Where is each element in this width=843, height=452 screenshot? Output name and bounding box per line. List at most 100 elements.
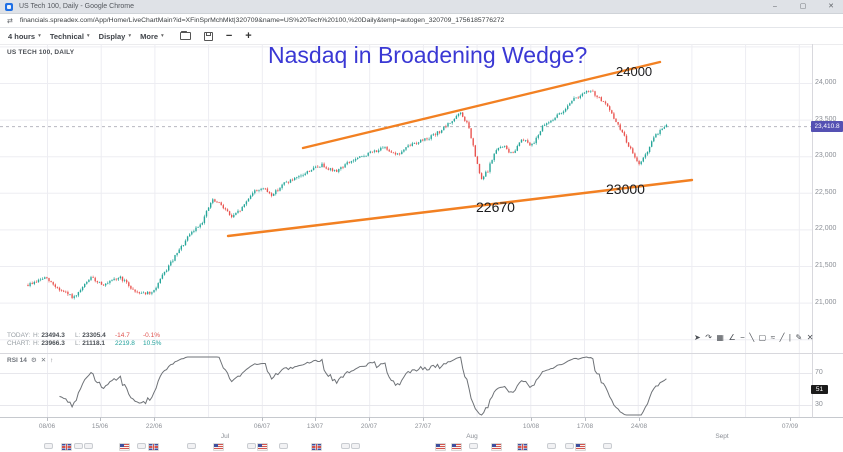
gear-icon[interactable]: ⚙ bbox=[30, 357, 37, 364]
text-tool-icon[interactable]: ≈ bbox=[770, 333, 776, 342]
chevron-down-icon: ▾ bbox=[161, 33, 164, 39]
legend-row: CHART: H: 23966.3 L: 21118.1 2219.8 10.5% bbox=[7, 340, 161, 348]
price-axis-label: 22,500 bbox=[815, 188, 837, 196]
close-indicator-icon[interactable]: ✕ bbox=[40, 357, 47, 364]
us-flag-event-icon[interactable] bbox=[213, 443, 224, 451]
legend-row-name: CHART: bbox=[7, 340, 31, 347]
chevron-down-icon: ▾ bbox=[38, 33, 41, 39]
maximize-button[interactable]: ▢ bbox=[799, 3, 807, 10]
event-marker-icon[interactable] bbox=[565, 443, 574, 449]
event-marker-icon[interactable] bbox=[279, 443, 288, 449]
horizontal-line-tool-icon[interactable]: − bbox=[740, 333, 745, 342]
event-marker-icon[interactable] bbox=[603, 443, 612, 449]
x-axis-tick-label: 20/07 bbox=[360, 423, 378, 430]
price-annotation-22670[interactable]: 22670 bbox=[476, 199, 515, 215]
toolbar-menu-more[interactable]: More ▾ bbox=[140, 32, 164, 41]
minimize-button[interactable]: – bbox=[773, 3, 777, 10]
wedge-title-annotation[interactable]: Nasdaq in Broadening Wedge? bbox=[268, 42, 588, 68]
trend-tool-icon[interactable]: ∠ bbox=[728, 333, 736, 342]
x-axis-month-label: Aug bbox=[466, 433, 478, 440]
price-annotation-23000[interactable]: 23000 bbox=[606, 181, 645, 197]
event-marker-icon[interactable] bbox=[74, 443, 83, 449]
legend-low: L: 23305.4 bbox=[75, 332, 106, 339]
divider-icon: | bbox=[788, 333, 791, 342]
ray-tool-icon[interactable]: ╱ bbox=[779, 333, 785, 342]
rsi-indicator-header: RSI 14 ⚙ ✕ ↑ bbox=[7, 356, 54, 365]
open-chart-icon[interactable] bbox=[179, 30, 191, 40]
uk-flag-event-icon[interactable] bbox=[311, 443, 322, 451]
window-title: US Tech 100, Daily - Google Chrome bbox=[19, 3, 135, 10]
us-flag-event-icon[interactable] bbox=[575, 443, 586, 451]
cursor-tool-icon[interactable]: ➤ bbox=[694, 333, 701, 342]
save-chart-icon[interactable] bbox=[203, 31, 213, 41]
us-flag-event-icon[interactable] bbox=[435, 443, 446, 451]
url-bar: ⇄ financials.spreadex.com/App/Home/LiveC… bbox=[0, 14, 843, 28]
chevron-down-icon: ▾ bbox=[128, 33, 132, 39]
window-titlebar: US Tech 100, Daily - Google Chrome – ▢ ✕ bbox=[0, 0, 843, 14]
x-axis-tick-label: 07/09 bbox=[781, 423, 799, 430]
zoom-in-icon[interactable]: + bbox=[245, 30, 252, 42]
toolbar-menu-4-hours[interactable]: 4 hours ▾ bbox=[8, 32, 41, 41]
uk-flag-event-icon[interactable] bbox=[61, 443, 72, 451]
event-marker-icon[interactable] bbox=[84, 443, 93, 449]
uk-flag-event-icon[interactable] bbox=[148, 443, 159, 451]
x-axis-tick-label: 27/07 bbox=[414, 423, 432, 430]
close-button[interactable]: ✕ bbox=[828, 3, 834, 10]
x-axis-tick-label: 22/06 bbox=[145, 423, 163, 430]
price-axis-label: 22,000 bbox=[815, 225, 837, 233]
chevron-down-icon: ▾ bbox=[86, 33, 90, 39]
event-marker-icon[interactable] bbox=[187, 443, 196, 449]
x-axis-tick-label: 24/08 bbox=[630, 423, 648, 430]
toolbar-menu-label: 4 hours bbox=[8, 31, 36, 41]
x-axis-tick-label: 17/08 bbox=[576, 423, 594, 430]
us-flag-event-icon[interactable] bbox=[257, 443, 268, 451]
rsi-label: RSI 14 bbox=[7, 356, 27, 364]
legend-change: -14.7 bbox=[115, 332, 130, 339]
event-marker-icon[interactable] bbox=[341, 443, 350, 449]
event-marker-icon[interactable] bbox=[137, 443, 146, 449]
price-annotation-24000[interactable]: 24000 bbox=[616, 64, 653, 79]
us-flag-event-icon[interactable] bbox=[491, 443, 502, 451]
price-axis-label: 24,000 bbox=[815, 79, 837, 86]
site-favicon-icon bbox=[5, 2, 13, 11]
rectangle-tool-icon[interactable]: ▢ bbox=[758, 333, 767, 342]
pencil-tool-icon[interactable]: ✎ bbox=[795, 333, 803, 342]
uk-flag-event-icon[interactable] bbox=[517, 443, 528, 451]
drawing-toolbar: ➤ ↷ ▦ ∠ − ╲ ▢ ≈ ╱ | ✎ ✕ bbox=[694, 333, 813, 342]
event-marker-icon[interactable] bbox=[247, 443, 256, 449]
collapse-up-icon[interactable]: ↑ bbox=[50, 356, 54, 364]
x-axis-tick-label: 13/07 bbox=[306, 423, 324, 430]
x-axis-month-label: Jul bbox=[220, 433, 230, 440]
x-axis-tick-label: 08/06 bbox=[38, 423, 56, 430]
us-flag-event-icon[interactable] bbox=[451, 443, 462, 451]
url-text[interactable]: financials.spreadex.com/App/Home/LiveCha… bbox=[19, 17, 505, 24]
redo-icon[interactable]: ↷ bbox=[705, 333, 712, 342]
close-tools-icon[interactable]: ✕ bbox=[806, 333, 814, 342]
window-controls: – ▢ ✕ bbox=[769, 0, 839, 13]
us-flag-event-icon[interactable] bbox=[119, 443, 130, 451]
event-marker-icon[interactable] bbox=[44, 443, 53, 449]
event-marker-icon[interactable] bbox=[351, 443, 360, 449]
price-axis-label: 21,000 bbox=[815, 298, 837, 306]
grid-tool-icon[interactable]: ▦ bbox=[716, 333, 724, 342]
x-axis-tick-label: 10/08 bbox=[522, 423, 540, 430]
x-axis-tick-label: 06/07 bbox=[253, 423, 271, 430]
toolbar-menu-technical[interactable]: Technical ▾ bbox=[50, 32, 90, 41]
event-marker-icon[interactable] bbox=[547, 443, 556, 449]
toolbar-menu-label: Display bbox=[98, 31, 126, 41]
swap-arrows-icon[interactable]: ⇄ bbox=[7, 17, 13, 25]
toolbar-menu-display[interactable]: Display ▾ bbox=[99, 32, 131, 41]
legend-change: 2219.8 bbox=[115, 340, 135, 347]
diagonal-line-tool-icon[interactable]: ╲ bbox=[749, 333, 755, 342]
rsi-level-label: 30 bbox=[815, 401, 823, 408]
x-axis-month-label: Sept bbox=[715, 433, 729, 440]
legend-row: TODAY: H: 23494.3 L: 23305.4 -14.7 -0.1% bbox=[7, 332, 161, 340]
price-chart-canvas[interactable] bbox=[0, 44, 843, 452]
current-price-badge: 23,410.8 bbox=[811, 120, 843, 132]
event-marker-icon[interactable] bbox=[469, 443, 478, 449]
legend-change-pct: -0.1% bbox=[143, 332, 160, 339]
legend-row-name: TODAY: bbox=[7, 332, 31, 339]
rsi-value-badge: 51 bbox=[811, 385, 828, 394]
zoom-out-icon[interactable]: − bbox=[225, 30, 233, 42]
